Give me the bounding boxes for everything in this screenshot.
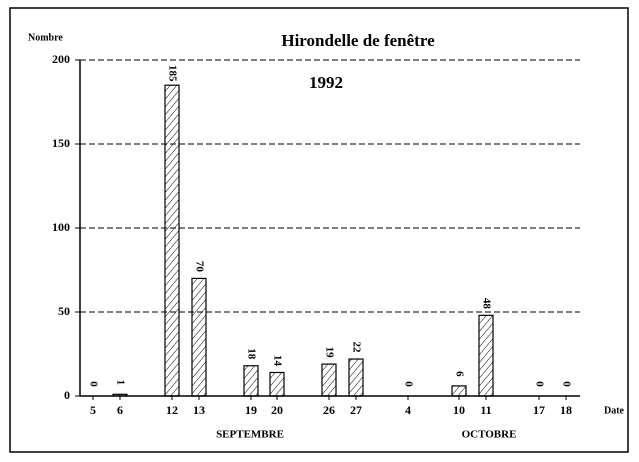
bar [451,385,467,397]
x-tick-label: 13 [193,403,205,417]
value-label: 0 [87,381,99,387]
bar [164,84,180,397]
y-tick-label: 100 [52,220,70,234]
y-tick-label: 200 [52,52,70,66]
x-tick-label: 17 [533,403,545,417]
value-label: 1 [114,380,126,386]
x-tick-label: 26 [323,403,335,417]
x-tick-label: 4 [405,403,411,417]
x-tick-label: 5 [90,403,96,417]
y-tick-label: 50 [58,304,70,318]
x-tick-label: 18 [560,403,572,417]
value-label: 19 [323,347,335,359]
value-label: 18 [245,348,257,360]
x-group-label: SEPTEMBRE [216,429,284,441]
value-label: 0 [533,381,545,387]
value-label: 0 [402,381,414,387]
x-tick-label: 19 [245,403,257,417]
bar [112,393,128,397]
x-tick-label: 27 [350,403,362,417]
x-tick-label: 10 [453,403,465,417]
bar [191,277,207,397]
x-tick-label: 12 [166,403,178,417]
value-label: 22 [350,342,362,354]
value-label: 6 [453,371,465,377]
y-tick-label: 150 [52,136,70,150]
y-axis-label: Nombre [28,32,63,43]
chart-title: Hirondelle de fenêtre [281,31,435,50]
frame [9,7,629,453]
bar [269,371,285,397]
value-label: 70 [193,261,205,273]
y-tick-label: 0 [64,388,70,402]
x-group-label: OCTOBRE [462,429,517,441]
bar [478,314,494,397]
value-label: 0 [560,381,572,387]
bar [348,358,364,397]
value-label: 48 [480,298,492,310]
bar [243,365,259,397]
x-tick-label: 11 [480,403,491,417]
value-label: 185 [166,65,178,82]
bar [321,363,337,397]
x-axis-label: Date [604,405,625,416]
x-tick-label: 6 [117,403,123,417]
chart-subtitle: 1992 [309,73,343,92]
x-tick-label: 20 [271,403,283,417]
value-label: 14 [271,355,283,367]
